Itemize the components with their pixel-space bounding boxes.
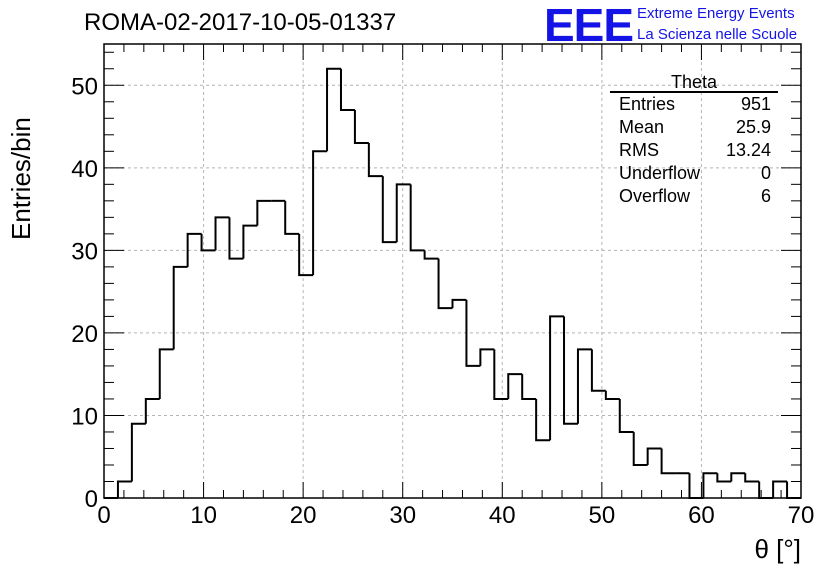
stats-value: 25.9 [735, 117, 771, 137]
histogram-bin [144, 397, 160, 424]
histogram-bin [493, 349, 509, 400]
stats-label: Mean [619, 117, 665, 137]
histogram-bin [702, 472, 718, 498]
stats-box: Theta Entries 951 Mean 25.9 RMS 13.24 Un… [610, 73, 778, 208]
histogram-bin [618, 398, 634, 433]
x-tick-label: 20 [290, 502, 317, 529]
histogram-bin [367, 143, 383, 178]
stats-value: 6 [760, 186, 771, 206]
histogram-bin [535, 398, 551, 442]
histogram-bin [423, 250, 439, 260]
x-tick-label: 40 [489, 502, 516, 529]
histogram-bin [772, 480, 788, 498]
stats-title: Theta [610, 73, 778, 93]
stats-label: Underflow [619, 163, 701, 183]
histogram-bin [200, 233, 216, 252]
histogram-bin [130, 422, 146, 482]
histogram-bin [479, 348, 495, 366]
grid-lines [104, 44, 801, 498]
histogram-bin [590, 349, 606, 392]
histogram-bin [660, 448, 676, 475]
histogram-series [104, 67, 801, 499]
y-tick-label: 30 [71, 238, 98, 265]
histogram-bin [646, 447, 662, 465]
histogram-bin [437, 258, 453, 310]
stats-row-entries: Entries 951 [610, 93, 778, 116]
x-tick-label: 50 [589, 502, 616, 529]
histogram-bin [172, 265, 188, 350]
stats-label: Entries [619, 94, 676, 114]
stats-value: 0 [760, 163, 771, 183]
x-tick-label: 30 [389, 502, 416, 529]
stats-label: Overflow [619, 186, 691, 206]
stats-value: 951 [740, 94, 771, 114]
histogram-bin [326, 67, 341, 152]
stats-row-rms: RMS 13.24 [610, 139, 778, 162]
stats-value: 13.24 [725, 140, 771, 160]
histogram-bin [604, 390, 620, 400]
stats-row-overflow: Overflow 6 [610, 185, 778, 208]
histogram-bin [744, 473, 760, 483]
histogram-bin [186, 232, 202, 267]
y-tick-label: 20 [71, 321, 98, 348]
x-tick-label: 60 [688, 502, 715, 529]
stats-row-mean: Mean 25.9 [610, 116, 778, 139]
histogram-bin [395, 183, 411, 243]
histogram-bin [298, 233, 314, 277]
y-tick-label: 10 [71, 403, 98, 430]
histogram-bin [409, 184, 425, 252]
y-tick-label: 40 [71, 156, 98, 183]
histogram-bin [312, 150, 328, 276]
histogram-bin [507, 373, 523, 399]
histogram-bin [563, 316, 578, 425]
eee-logo: EEE [544, 0, 634, 51]
histogram-bin [730, 472, 746, 482]
histogram-bin [786, 481, 801, 499]
histogram-bin [158, 348, 174, 399]
axes [103, 43, 802, 499]
y-axis-label: Entries/bin [6, 117, 36, 240]
page-title: ROMA-02-2017-10-05-01337 [84, 9, 397, 36]
y-tick-label: 0 [85, 486, 98, 513]
plot-frame [103, 43, 802, 499]
logo-line-1: Extreme Energy Events [637, 5, 795, 22]
x-tick-label: 70 [788, 502, 815, 529]
histogram-bin [716, 473, 732, 483]
histogram-bin [228, 217, 244, 260]
histogram-bin [116, 480, 132, 498]
x-tick-label: 10 [190, 502, 217, 529]
histogram-bin [242, 224, 258, 259]
histogram-bin [576, 348, 592, 424]
histogram-bin [381, 176, 397, 244]
histogram-bin [284, 200, 300, 235]
histogram-bin [353, 110, 369, 145]
histogram-bin [549, 315, 565, 441]
stats-row-underflow: Underflow 0 [610, 162, 778, 185]
histogram-bin [521, 374, 537, 400]
x-tick-label: 0 [97, 502, 110, 529]
logo-line-2: La Scienza nelle Scuole [637, 26, 798, 43]
y-tick-label: 50 [71, 73, 98, 100]
histogram-bin [451, 298, 467, 309]
x-axis-label: θ [°] [754, 534, 801, 564]
stats-label: RMS [619, 140, 659, 160]
histogram-bin [339, 68, 355, 112]
histogram-bin [465, 299, 481, 367]
histogram-bin [214, 216, 230, 251]
histogram-bin [632, 431, 648, 466]
histogram-bin [256, 199, 272, 226]
